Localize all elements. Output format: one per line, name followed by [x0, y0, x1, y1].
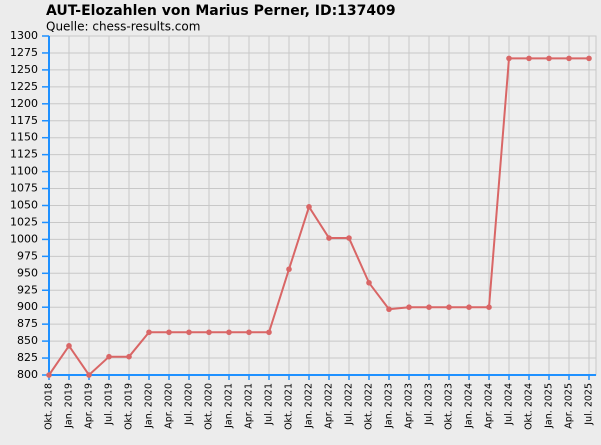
point — [106, 353, 112, 360]
y-tick-label: 850 — [17, 334, 38, 347]
x-tick-label: Apr. 2023 — [404, 383, 415, 429]
x-tick-label: Jul. 2025 — [584, 383, 595, 426]
x-tick-label: Apr. 2021 — [244, 383, 255, 429]
point — [506, 55, 512, 62]
point — [86, 372, 92, 378]
chart-subtitle: Quelle: chess-results.com — [46, 20, 200, 34]
x-tick-label: Okt. 2023 — [444, 383, 455, 430]
x-tick-label: Okt. 2018 — [44, 383, 55, 430]
y-tick-label: 1050 — [10, 199, 38, 212]
point — [586, 55, 592, 62]
x-tick-label: Jul. 2019 — [104, 383, 115, 426]
y-tick-label: 925 — [17, 283, 38, 296]
point — [366, 279, 372, 286]
x-tick-label: Jul. 2022 — [344, 383, 355, 426]
y-tick-label: 1000 — [10, 232, 38, 245]
y-tick-label: 1225 — [10, 80, 38, 93]
x-tick-label: Jan. 2022 — [304, 383, 315, 429]
x-tick-label: Jul. 2024 — [504, 383, 515, 426]
point — [306, 204, 312, 210]
x-tick-label: Jul. 2023 — [424, 383, 435, 426]
x-tick-label: Jan. 2021 — [224, 383, 235, 429]
x-tick-label: Apr. 2019 — [84, 383, 95, 429]
x-tick-label: Jan. 2023 — [384, 383, 395, 429]
y-tick-label: 1075 — [10, 182, 38, 195]
point — [266, 329, 272, 336]
y-tick-label: 1300 — [10, 29, 38, 42]
x-tick-label: Apr. 2025 — [564, 383, 575, 429]
x-tick-label: Jan. 2024 — [464, 383, 475, 429]
y-tick-label: 825 — [17, 351, 38, 364]
point — [546, 55, 552, 62]
point — [66, 343, 72, 349]
y-tick-label: 975 — [17, 249, 38, 262]
point — [126, 353, 132, 360]
point — [166, 329, 172, 336]
point — [326, 235, 332, 241]
y-tick-label: 1025 — [10, 215, 38, 228]
y-tick-label: 1125 — [10, 148, 38, 161]
x-tick-label: Jul. 2021 — [264, 383, 275, 426]
point — [206, 329, 212, 336]
point — [446, 304, 452, 311]
x-tick-label: Apr. 2024 — [484, 383, 495, 429]
x-tick-label: Okt. 2020 — [204, 383, 215, 430]
x-tick-label: Okt. 2021 — [284, 383, 295, 430]
point — [186, 329, 192, 336]
y-tick-label: 1100 — [10, 165, 38, 178]
x-tick-label: Okt. 2024 — [524, 383, 535, 430]
point — [466, 304, 472, 311]
y-tick-label: 1175 — [10, 114, 38, 127]
x-tick-label: Apr. 2022 — [324, 383, 335, 429]
point — [386, 306, 392, 313]
point — [406, 304, 412, 311]
point — [346, 235, 352, 241]
x-tick-label: Jan. 2025 — [544, 383, 555, 429]
y-tick-label: 1250 — [10, 63, 38, 76]
x-tick-label: Jan. 2019 — [64, 383, 75, 429]
point — [526, 55, 532, 62]
x-tick-label: Apr. 2020 — [164, 383, 175, 429]
y-tick-label: 1200 — [10, 97, 38, 110]
x-tick-label: Okt. 2022 — [364, 383, 375, 430]
point — [566, 55, 572, 62]
line — [48, 57, 589, 377]
x-tick-label: Okt. 2019 — [124, 383, 135, 430]
plot — [46, 55, 592, 378]
y-tick-label: 800 — [17, 368, 38, 381]
y-tick-label: 950 — [17, 266, 38, 279]
grid: 800 825 850 875 900 925 950 975 1000 1025 1050 1075… — [10, 29, 597, 430]
x-tick-label: Jan. 2020 — [144, 383, 155, 429]
y-tick-label: 875 — [17, 317, 38, 330]
point — [486, 304, 492, 311]
chart-title: AUT-Elozahlen von Marius Perner, ID:1374… — [46, 3, 396, 19]
point — [246, 329, 252, 336]
x-tick-label: Jul. 2020 — [184, 383, 195, 426]
point — [426, 304, 432, 311]
y-tick-label: 1150 — [10, 131, 38, 144]
point — [286, 266, 292, 273]
y-tick-label: 900 — [17, 300, 38, 313]
point — [226, 329, 232, 336]
point — [46, 372, 52, 378]
y-tick-label: 1275 — [10, 46, 38, 59]
point — [146, 329, 152, 336]
